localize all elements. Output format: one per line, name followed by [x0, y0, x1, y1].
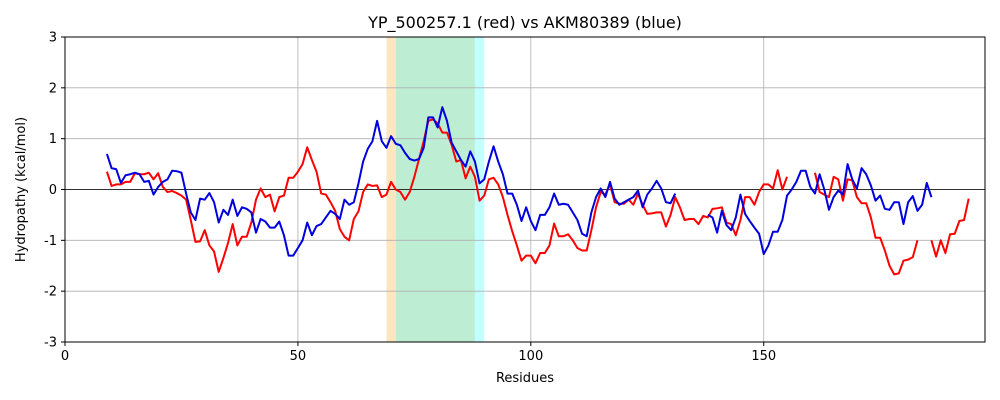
- x-tick-label: 100: [518, 349, 543, 364]
- y-tick-label: 2: [49, 81, 57, 96]
- data-line: [105, 118, 970, 276]
- y-tick-label: -3: [44, 336, 57, 351]
- y-tick-label: -1: [44, 234, 57, 249]
- x-tick-label: 50: [290, 349, 307, 364]
- y-tick-label: 0: [49, 183, 57, 198]
- data-line: [105, 106, 933, 257]
- y-axis-label: Hydropathy (kcal/mol): [14, 117, 29, 262]
- chart-title: YP_500257.1 (red) vs AKM80389 (blue): [367, 13, 682, 33]
- y-tick-label: 3: [49, 31, 57, 46]
- plot-frame: [64, 36, 986, 343]
- y-tick-label: 1: [49, 132, 57, 147]
- x-tick-label: 150: [751, 349, 776, 364]
- x-axis-label: Residues: [496, 371, 554, 386]
- x-tick-label: 0: [61, 349, 69, 364]
- y-tick-label: -2: [44, 285, 57, 300]
